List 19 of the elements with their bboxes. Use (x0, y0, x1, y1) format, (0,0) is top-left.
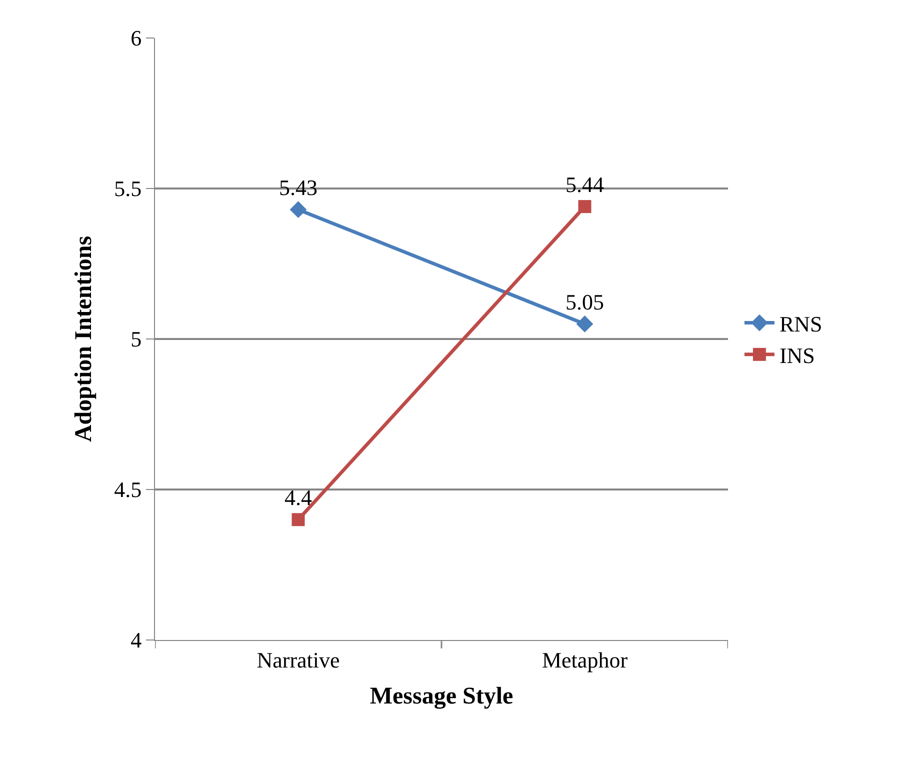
data-label: 4.4 (284, 484, 312, 510)
y-tick-label: 4.5 (114, 477, 142, 502)
point (292, 513, 305, 526)
data-label: 5.05 (566, 289, 604, 314)
x-axis-title: Message Style (370, 684, 514, 710)
point (576, 316, 594, 332)
legend-label: INS (779, 342, 815, 368)
legend-label: RNS (779, 311, 822, 336)
data-label: 5.43 (279, 174, 318, 200)
y-tick-label: 6 (130, 26, 142, 51)
y-axis-title: Adoption Intentions (71, 236, 98, 442)
y-tick-label: 5.5 (114, 176, 142, 202)
x-tick-label: Metaphor (542, 647, 628, 672)
y-tick-label: 5 (130, 326, 142, 352)
data-label: 5.44 (566, 172, 604, 197)
x-tick-label: Narrative (256, 647, 340, 672)
point (578, 200, 592, 214)
point (290, 201, 307, 218)
y-tick-label: 4 (130, 628, 142, 653)
